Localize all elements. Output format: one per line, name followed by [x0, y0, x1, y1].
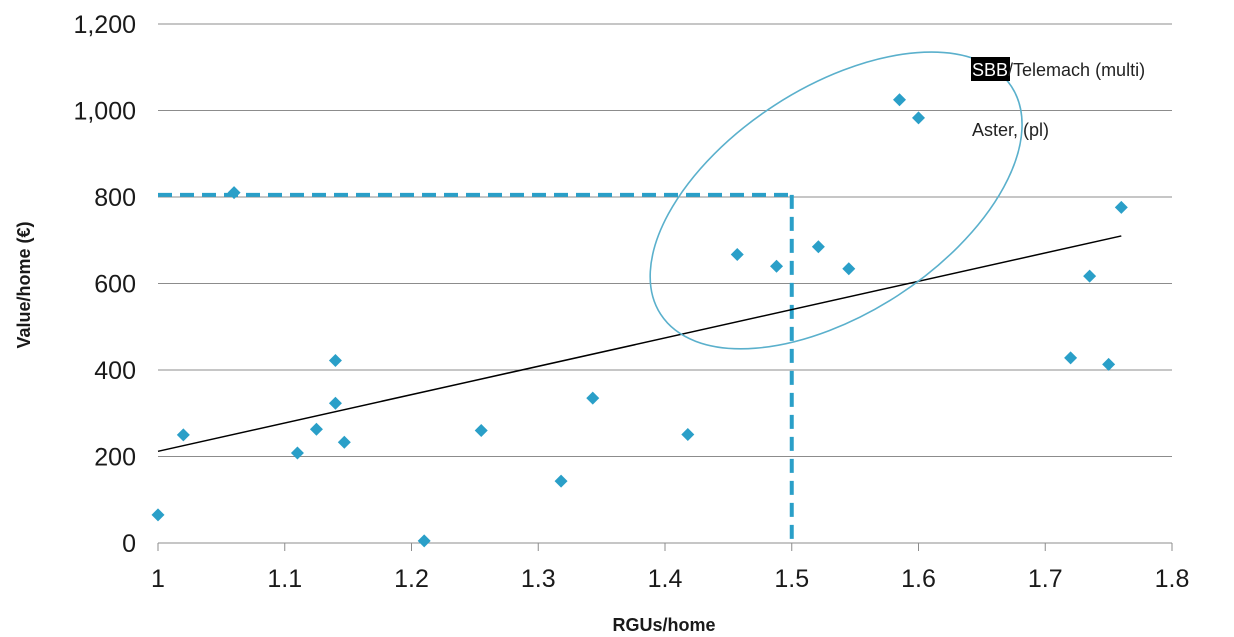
trendline [157, 235, 1122, 453]
data-point [328, 353, 342, 367]
data-point [1102, 357, 1116, 371]
svg-text:SBB/Telemach (multi): SBB/Telemach (multi) [972, 60, 1145, 80]
annotation-highlight-text: SBB [972, 60, 1008, 80]
y-tick-label: 400 [94, 357, 136, 385]
data-point [227, 186, 241, 200]
data-point [1064, 351, 1078, 365]
data-point [151, 508, 165, 522]
x-tick-label: 1.2 [394, 565, 429, 593]
x-tick-label: 1.7 [1028, 565, 1063, 593]
annotation-highlight-box [971, 57, 1010, 81]
data-point [176, 428, 190, 442]
data-point [730, 248, 744, 262]
y-tick-label: 600 [94, 271, 136, 299]
data-point [474, 424, 488, 438]
gridlines [158, 23, 1172, 457]
y-tick-label: 0 [122, 530, 136, 558]
data-points [151, 93, 1128, 548]
y-tick-label: 1,200 [73, 11, 136, 39]
y-axis-title: Value/home (€) [14, 221, 34, 348]
x-tick-label: 1.5 [774, 565, 809, 593]
data-point [328, 396, 342, 410]
annotation-sbb-telemach: SBB/Telemach (multi) [971, 57, 1145, 81]
x-axis-ticks [157, 543, 1173, 551]
x-tick-label: 1 [151, 565, 165, 593]
x-tick-label: 1.6 [901, 565, 936, 593]
y-axis-tick-labels: 0 200 400 600 800 1,000 1,200 [73, 11, 136, 558]
data-point [554, 474, 568, 488]
data-point [912, 111, 925, 125]
y-tick-label: 200 [94, 444, 136, 472]
data-point [1114, 200, 1128, 214]
annotation-aster: Aster, (pl) [972, 120, 1049, 140]
y-tick-label: 1,000 [73, 98, 136, 126]
data-point [842, 262, 856, 276]
annotation-text: /Telemach (multi) [1008, 60, 1145, 80]
x-tick-label: 1.1 [267, 565, 302, 593]
x-tick-label: 1.3 [521, 565, 556, 593]
data-point [1083, 269, 1097, 283]
y-tick-label: 800 [94, 184, 136, 212]
data-point [681, 427, 695, 441]
data-point [892, 93, 906, 107]
x-axis-tick-labels: 1 1.1 1.2 1.3 1.4 1.5 1.6 1.7 1.8 [151, 565, 1189, 593]
data-point [309, 422, 323, 436]
data-point [586, 391, 600, 405]
x-tick-label: 1.4 [648, 565, 683, 593]
data-point [290, 446, 304, 460]
highlight-ellipse [649, 51, 1023, 350]
x-tick-label: 1.8 [1155, 565, 1190, 593]
data-point [417, 534, 431, 548]
data-point [337, 435, 351, 449]
data-point [811, 240, 825, 254]
reference-lines [158, 192, 794, 543]
x-axis-title: RGUs/home [612, 615, 715, 635]
data-point [770, 259, 784, 273]
